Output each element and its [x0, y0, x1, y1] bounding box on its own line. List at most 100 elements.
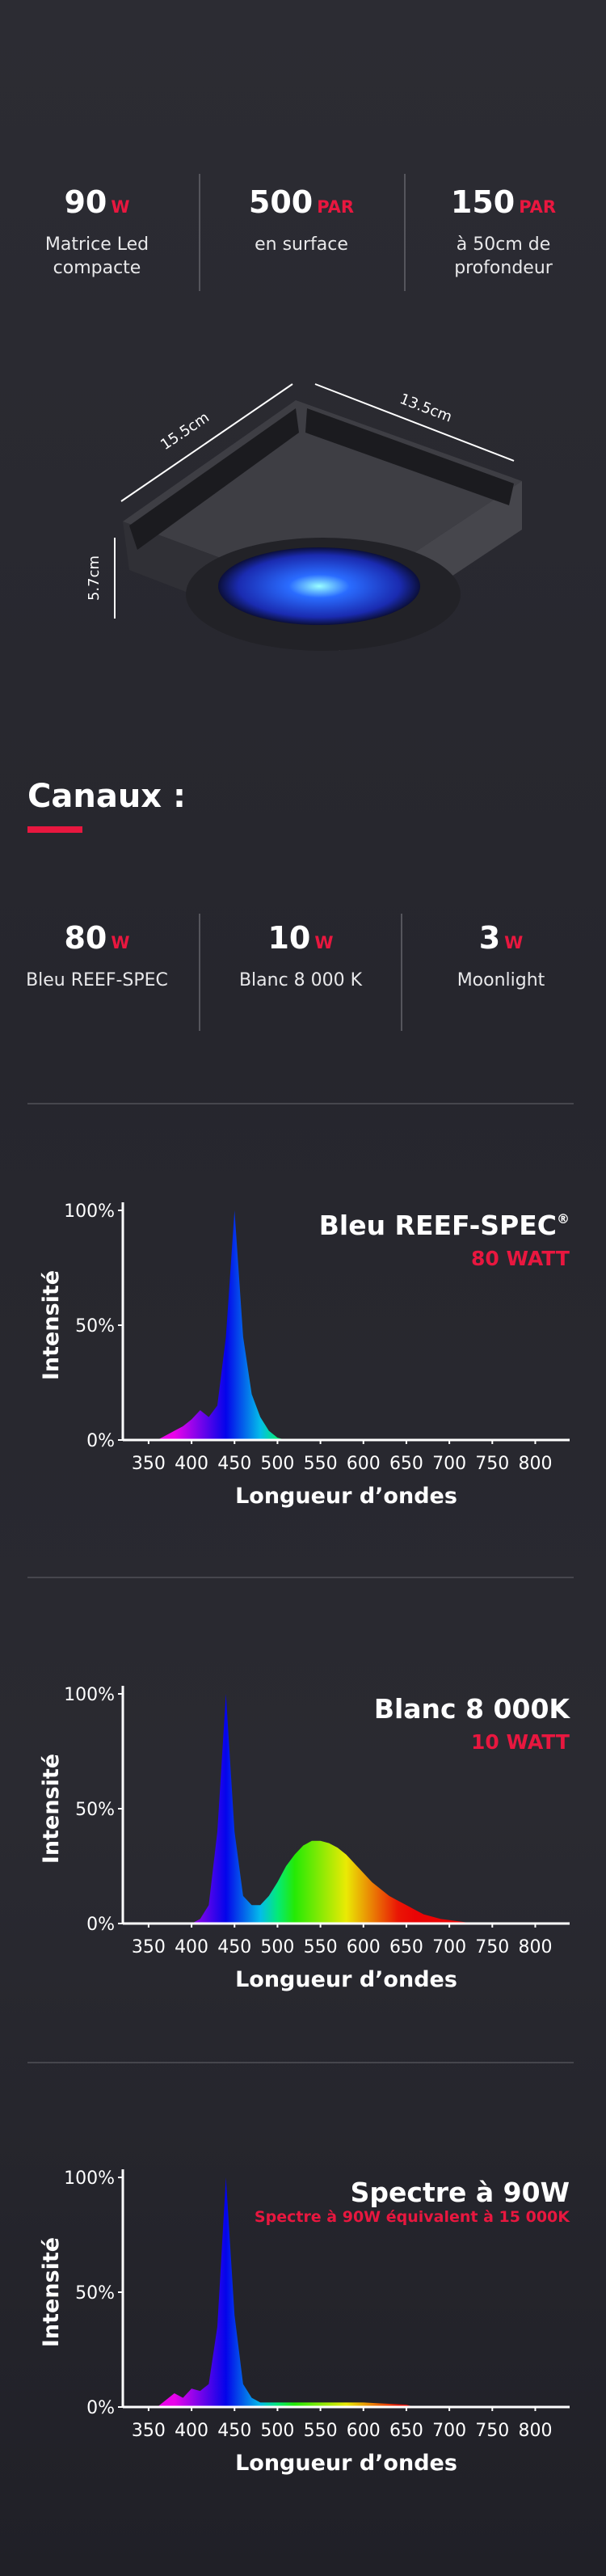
dimension-line	[314, 383, 515, 462]
x-tick-label: 700	[432, 2421, 466, 2441]
section-title: Canaux :	[27, 778, 187, 815]
y-tick-label: 0%	[86, 1915, 115, 1935]
y-tick-label: 50%	[75, 2283, 115, 2304]
stat-item: 10 W Blanc 8 000 K	[204, 920, 398, 992]
stat-item: 80 W Bleu REEF-SPEC	[0, 920, 194, 992]
x-tick-label: 500	[260, 2421, 294, 2441]
x-tick-label: 500	[260, 1937, 294, 1957]
x-tick-label: 400	[175, 1454, 208, 1474]
stat-number: 3	[478, 920, 501, 956]
chart-title: Blanc 8 000K	[374, 1693, 571, 1725]
stat-number: 150	[450, 184, 516, 220]
y-tick-label: 0%	[86, 2398, 115, 2418]
x-tick-label: 600	[347, 2421, 381, 2441]
divider	[401, 914, 402, 1031]
stat-value: 150 PAR	[406, 184, 600, 225]
divider	[199, 914, 200, 1031]
x-tick-label: 800	[518, 1454, 552, 1474]
chart-title-text: Spectre à 90W	[351, 2177, 570, 2208]
x-tick-label: 700	[432, 1454, 466, 1474]
x-tick-label: 750	[475, 1937, 509, 1957]
x-tick-label: 550	[304, 1937, 338, 1957]
divider	[199, 174, 200, 291]
x-axis-label: Longueur d’ondes	[235, 1484, 457, 1509]
stat-unit: W	[314, 933, 334, 952]
stat-label: Matrice Led compacte	[44, 234, 149, 278]
y-tick-label: 100%	[64, 1201, 115, 1222]
x-tick-label: 350	[132, 1937, 166, 1957]
separator	[27, 1103, 574, 1104]
x-tick-label: 350	[132, 2421, 166, 2441]
stat-number: 10	[267, 920, 311, 956]
device-illustration: 15.5cm 13.5cm 5.7cm	[86, 383, 522, 651]
x-axis-label: Longueur d’ondes	[235, 2451, 457, 2476]
y-axis-label: Intensité	[39, 1754, 64, 1864]
chart-subtitle: 80 WATT	[471, 1247, 570, 1270]
y-tick-label: 0%	[86, 1431, 115, 1451]
chart-title: Bleu REEF-SPEC®	[319, 1210, 570, 1241]
stat-value: 10 W	[204, 920, 398, 961]
x-tick-label: 550	[304, 1454, 338, 1474]
stat-unit: PAR	[317, 197, 355, 217]
stat-label: Blanc 8 000 K	[238, 970, 363, 990]
stat-item: 90 W Matrice Led compacte	[0, 184, 194, 280]
x-tick-label: 800	[518, 1937, 552, 1957]
x-axis-label: Longueur d’ondes	[235, 1967, 457, 1992]
title-underline	[27, 826, 82, 833]
chart-title: Spectre à 90W	[351, 2177, 570, 2208]
y-axis-label: Intensité	[39, 2237, 64, 2347]
dimension-label: 5.7cm	[86, 555, 103, 601]
stat-value: 80 W	[0, 920, 194, 961]
spectrum-area	[157, 1210, 287, 1440]
x-tick-label: 400	[175, 1937, 208, 1957]
stat-label: à 50cm de profondeur	[454, 234, 553, 278]
y-tick-label: 50%	[75, 1800, 115, 1820]
x-tick-label: 450	[217, 1937, 251, 1957]
stat-value: 500 PAR	[204, 184, 398, 225]
x-tick-label: 600	[347, 1937, 381, 1957]
x-tick-label: 600	[347, 1454, 381, 1474]
vent	[129, 408, 299, 550]
x-tick-label: 400	[175, 2421, 208, 2441]
x-tick-label: 650	[389, 1454, 423, 1474]
stat-item: 3 W Moonlight	[404, 920, 598, 992]
vent	[305, 408, 514, 505]
spectrum-area	[191, 1694, 476, 1924]
chart-subtitle: Spectre à 90W équivalent à 15 000K	[255, 2208, 570, 2226]
stat-label: Bleu REEF-SPEC	[26, 970, 168, 990]
x-tick-label: 550	[304, 2421, 338, 2441]
separator	[27, 1577, 574, 1578]
separator	[27, 2062, 574, 2063]
spectrum-area	[157, 2177, 415, 2407]
y-tick-label: 50%	[75, 1316, 115, 1337]
x-tick-label: 650	[389, 2421, 423, 2441]
chart-title-mark: ®	[557, 1211, 570, 1227]
stat-unit: W	[111, 197, 130, 217]
stat-number: 80	[64, 920, 107, 956]
stat-item: 500 PAR en surface	[204, 184, 398, 256]
y-axis-label: Intensité	[39, 1270, 64, 1380]
x-tick-label: 500	[260, 1454, 294, 1474]
x-tick-label: 450	[217, 1454, 251, 1474]
x-tick-label: 800	[518, 2421, 552, 2441]
x-tick-label: 750	[475, 2421, 509, 2441]
x-tick-label: 350	[132, 1454, 166, 1474]
stat-unit: W	[504, 933, 524, 952]
chart-title-text: Bleu REEF-SPEC	[319, 1210, 557, 1241]
stat-item: 150 PAR à 50cm de profondeur	[406, 184, 600, 280]
y-tick-label: 100%	[64, 1685, 115, 1705]
stat-unit: W	[111, 933, 130, 952]
x-tick-label: 450	[217, 2421, 251, 2441]
divider	[404, 174, 406, 291]
stat-label: Moonlight	[457, 970, 545, 990]
x-tick-label: 700	[432, 1937, 466, 1957]
x-tick-label: 750	[475, 1454, 509, 1474]
chart-subtitle: 10 WATT	[471, 1730, 570, 1754]
dimension-line	[120, 383, 293, 502]
stat-number: 500	[248, 184, 314, 220]
stat-value: 90 W	[0, 184, 194, 225]
stat-number: 90	[64, 184, 107, 220]
